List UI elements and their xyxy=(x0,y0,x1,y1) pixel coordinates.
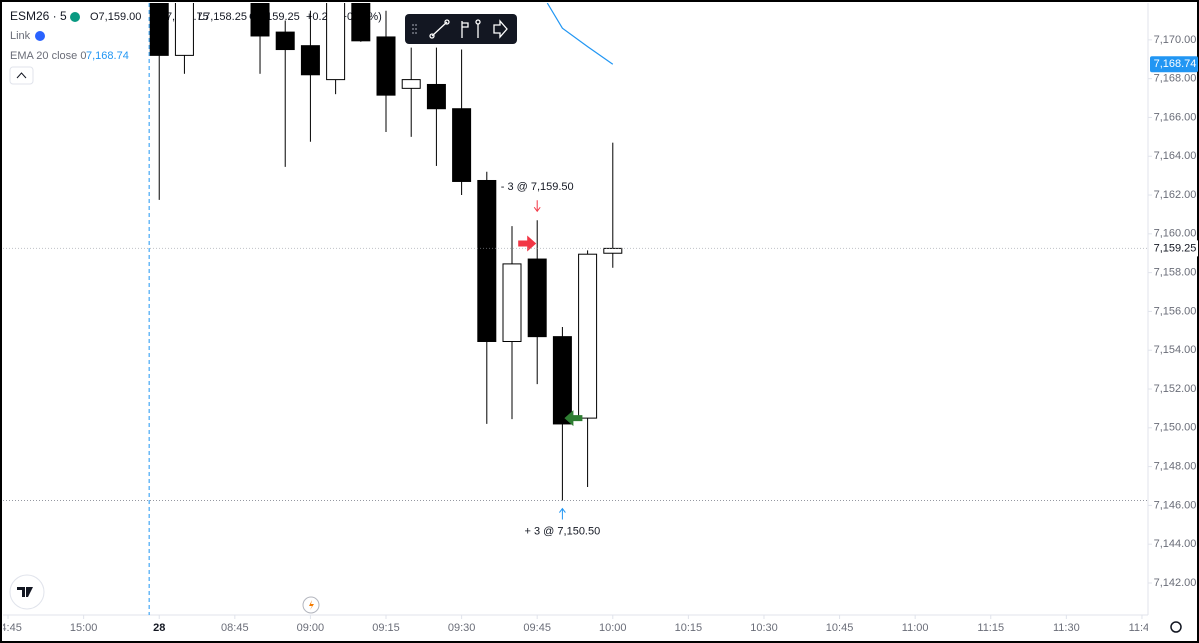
trend-line-tool[interactable] xyxy=(431,21,448,37)
y-tick-label: 7,148.00 xyxy=(1154,461,1197,473)
trade-label: - 3 @ 7,159.50 xyxy=(501,181,574,193)
candle-body xyxy=(326,3,346,81)
x-tick-label: 10:15 xyxy=(675,622,703,634)
event-bolt xyxy=(309,600,314,610)
last-price-label: 7,159.25 xyxy=(1154,242,1197,254)
y-tick-label: 7,156.00 xyxy=(1154,305,1197,317)
x-tick-label: 10:45 xyxy=(826,622,854,634)
symbol: ESM26 · 5 xyxy=(10,9,67,23)
y-tick-label: 7,164.00 xyxy=(1154,150,1197,162)
drawing-toolbar xyxy=(405,14,517,44)
legend-low: L7,158.25 xyxy=(198,11,247,23)
ema-price-box xyxy=(1150,56,1198,73)
y-tick-label: 7,158.00 xyxy=(1154,267,1197,279)
trade-tick xyxy=(533,200,541,213)
x-tick-label: 09:00 xyxy=(297,622,325,634)
y-tick-label: 7,152.00 xyxy=(1154,383,1197,395)
y-tick-label: 7,150.00 xyxy=(1154,422,1197,434)
x-tick-label: 09:15 xyxy=(372,622,400,634)
y-tick-label: 7,162.00 xyxy=(1154,189,1197,201)
candle-body xyxy=(376,36,396,96)
y-tick-label: 7,160.00 xyxy=(1154,228,1197,240)
candle-body xyxy=(477,179,497,342)
candle-body xyxy=(578,253,598,419)
y-tick-label: 7,142.00 xyxy=(1154,577,1197,589)
x-tick-label: 28 xyxy=(153,622,165,634)
candle-body xyxy=(401,79,421,89)
y-tick-label: 7,166.00 xyxy=(1154,111,1197,123)
collapse-button[interactable] xyxy=(9,66,34,85)
candle-body xyxy=(275,31,295,51)
ema-line xyxy=(546,3,614,65)
x-tick-label: 11:15 xyxy=(977,622,1004,634)
candle-body xyxy=(426,83,446,110)
toolbar-icons xyxy=(412,19,508,39)
status-dot xyxy=(70,12,80,22)
y-tick-label: 7,154.00 xyxy=(1154,344,1197,356)
x-tick-label: 15:00 xyxy=(70,622,98,634)
link-dot xyxy=(35,31,45,41)
candle-body xyxy=(149,3,169,56)
x-tick-label: 11:30 xyxy=(1053,622,1080,634)
x-tick-label: 09:45 xyxy=(523,622,551,634)
y-tick-label: 7,144.00 xyxy=(1154,538,1197,550)
tv-logo[interactable] xyxy=(9,574,45,610)
candle-body xyxy=(603,247,623,254)
candle-body xyxy=(452,108,472,182)
x-tick-label: 09:30 xyxy=(448,622,476,634)
candle-body xyxy=(527,258,547,338)
candle-body xyxy=(174,3,194,56)
x-tick-label: 11:00 xyxy=(902,622,929,634)
link-label[interactable]: Link xyxy=(10,30,31,42)
y-tick-label: 7,168.00 xyxy=(1154,73,1197,85)
trade-marker xyxy=(564,410,583,427)
y-tick-label: 7,170.00 xyxy=(1154,34,1197,46)
trade-label: + 3 @ 7,150.50 xyxy=(525,525,601,537)
candle-body xyxy=(552,336,572,425)
candle-body xyxy=(502,263,522,342)
legend-open: O7,159.00 xyxy=(90,11,141,23)
x-tick-label: 08:45 xyxy=(221,622,249,634)
x-tick-label: 10:30 xyxy=(750,622,778,634)
trade-marker xyxy=(518,235,537,252)
ema-price-label: 7,168.74 xyxy=(1154,58,1197,70)
x-tick-label: 10:00 xyxy=(599,622,627,634)
candle-body xyxy=(351,3,371,42)
candle-body xyxy=(250,3,270,37)
last-price-box xyxy=(1150,240,1198,257)
collapse-icon xyxy=(16,72,27,79)
candle-body xyxy=(300,45,320,76)
y-tick-label: 7,146.00 xyxy=(1154,499,1197,511)
flag-tool[interactable] xyxy=(461,21,469,38)
indicator-name: EMA 20 close 0 xyxy=(10,50,86,62)
arrow-tool[interactable] xyxy=(493,19,508,39)
settings-icon[interactable] xyxy=(1170,621,1182,633)
trade-tick xyxy=(558,507,566,520)
x-tick-label: 11:45 xyxy=(1129,622,1156,634)
indicator-value: 7,168.74 xyxy=(86,50,129,62)
x-tick-label: 14:45 xyxy=(0,622,22,634)
